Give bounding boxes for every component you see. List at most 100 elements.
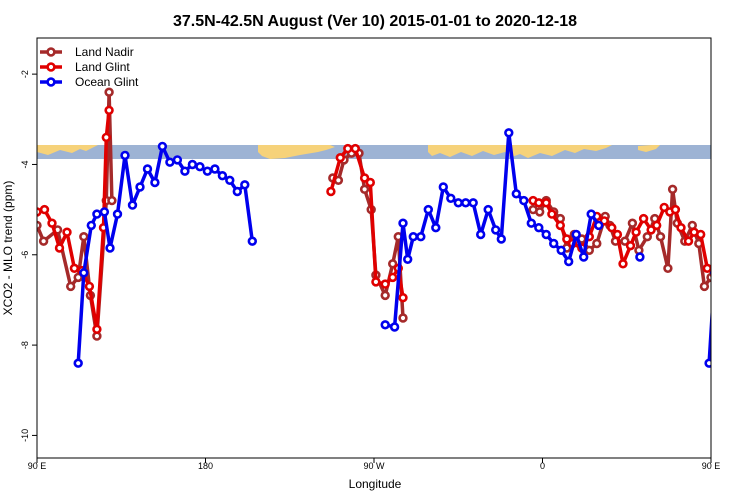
data-point [548, 238, 559, 249]
data-point [232, 186, 243, 197]
data-point [416, 232, 426, 242]
data-point [180, 166, 190, 176]
data-point [105, 243, 115, 253]
data-point [547, 209, 557, 219]
data-point [736, 197, 743, 204]
data-point [84, 281, 95, 292]
data-point [563, 256, 574, 267]
data-point [741, 197, 748, 204]
data-point [350, 143, 360, 154]
data-point [659, 202, 669, 213]
ocean-band [37, 145, 711, 159]
data-point [165, 157, 175, 167]
data-point [704, 358, 711, 368]
data-point [736, 134, 743, 141]
data-point [142, 164, 153, 174]
data-point [683, 236, 694, 246]
series-ocean-glint [73, 128, 750, 368]
series-land-nadir [37, 87, 748, 341]
data-point [225, 175, 235, 186]
data-point [620, 236, 630, 246]
y-tick-label: -8 [20, 341, 30, 349]
data-point [380, 320, 390, 330]
x-tick-label: 90 W [363, 461, 385, 471]
data-point [631, 227, 641, 237]
data-point [555, 220, 565, 231]
land-band [37, 145, 711, 159]
data-point [79, 232, 89, 242]
x-axis-label: Longitude [349, 477, 402, 491]
data-point [511, 189, 521, 199]
data-point [541, 229, 551, 240]
data-point [79, 268, 89, 278]
chart-title: 37.5N-42.5N August (Ver 10) 2015-01-01 t… [173, 13, 577, 30]
data-point [738, 245, 745, 252]
data-point [504, 128, 514, 138]
data-point [702, 263, 711, 273]
data-point [446, 193, 456, 204]
data-point [676, 223, 686, 233]
data-point [625, 241, 636, 251]
data-point [335, 153, 345, 163]
data-point [638, 213, 649, 224]
data-point [431, 223, 441, 233]
data-point [593, 220, 604, 231]
data-point [398, 313, 408, 323]
data-point [365, 177, 375, 188]
data-point [240, 180, 250, 190]
data-point [408, 232, 418, 242]
x-tick-label: 0 [540, 461, 545, 471]
data-point [739, 107, 746, 114]
land-band-eurasia-right [638, 145, 660, 152]
data-point [667, 184, 678, 195]
y-tick-label: -10 [20, 429, 30, 442]
data-point [65, 281, 76, 292]
y-axis: -2 -4 -6 -8 -10 [20, 70, 37, 442]
data-point [69, 263, 80, 273]
x-tick-label: 90 E [702, 461, 721, 471]
data-point [120, 150, 130, 161]
data-point [724, 324, 731, 331]
y-tick-label: -2 [20, 70, 30, 78]
data-point [371, 277, 381, 287]
data-point [388, 272, 398, 283]
data-point [534, 207, 545, 217]
data-point [135, 182, 145, 192]
x-tick-label: 180 [198, 461, 213, 471]
series-land-glint [37, 105, 746, 334]
data-point [461, 198, 471, 208]
data-point [627, 218, 638, 228]
land-band-eurasia [37, 145, 98, 155]
data-point [635, 252, 645, 262]
data-point [453, 198, 463, 208]
data-point [713, 233, 720, 240]
series-layer [37, 87, 750, 368]
data-point [526, 218, 536, 228]
data-point [112, 209, 123, 219]
data-point [730, 229, 737, 236]
data-point [541, 198, 551, 208]
data-point [655, 232, 666, 242]
data-point [618, 259, 628, 269]
y-axis-label: XCO2 - MLO trend (ppm) [1, 181, 15, 316]
data-point [92, 209, 102, 219]
data-point [398, 218, 408, 228]
data-point [217, 171, 228, 181]
data-point [612, 229, 623, 240]
data-point [578, 252, 589, 262]
data-point [468, 198, 478, 208]
legend-label: Land Nadir [75, 45, 134, 59]
data-point [195, 162, 205, 172]
data-point [388, 259, 398, 269]
data-point [571, 229, 581, 240]
data-point [556, 245, 566, 256]
data-point [732, 209, 739, 216]
data-point [745, 211, 750, 218]
legend-label: Land Glint [75, 60, 130, 74]
data-point [127, 200, 138, 210]
y-tick-label: -6 [20, 251, 30, 259]
data-point [62, 227, 72, 237]
data-point [403, 254, 413, 264]
data-point [343, 143, 353, 154]
